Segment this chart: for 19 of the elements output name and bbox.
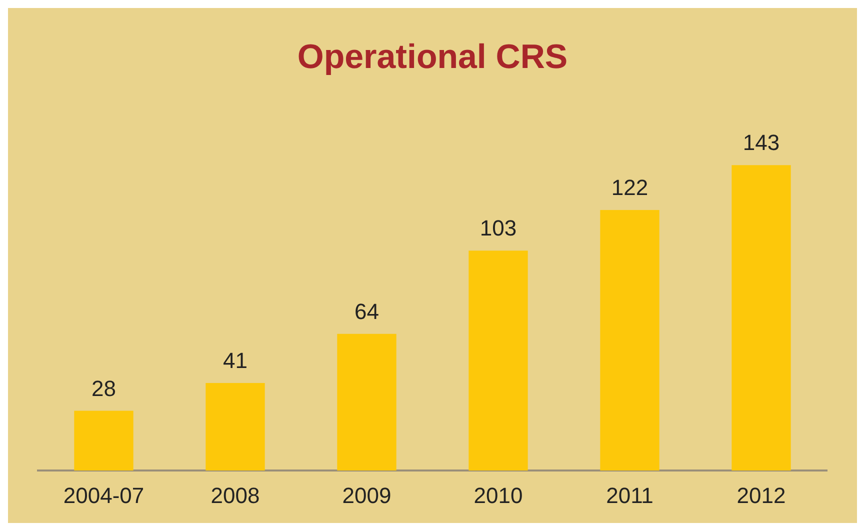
x-tick-label: 2004-07 — [63, 482, 144, 508]
x-tick-label: 2008 — [210, 482, 260, 508]
data-label: 103 — [480, 216, 517, 241]
bar — [732, 165, 791, 471]
bar — [74, 410, 134, 471]
x-tick-label: 2011 — [606, 482, 654, 508]
x-tick-label: 2009 — [342, 482, 392, 508]
bar — [337, 334, 396, 471]
x-tick-label: 2010 — [474, 482, 523, 508]
data-label: 41 — [223, 348, 248, 374]
bar — [600, 210, 660, 471]
data-label: 143 — [742, 130, 780, 156]
data-label: 28 — [92, 376, 116, 401]
bar — [206, 383, 265, 471]
data-label: 64 — [354, 298, 379, 324]
bar — [468, 250, 528, 471]
data-label: 122 — [611, 175, 648, 200]
x-tick-label: 2012 — [736, 482, 786, 508]
chart-title: Operational CRS — [297, 38, 568, 76]
